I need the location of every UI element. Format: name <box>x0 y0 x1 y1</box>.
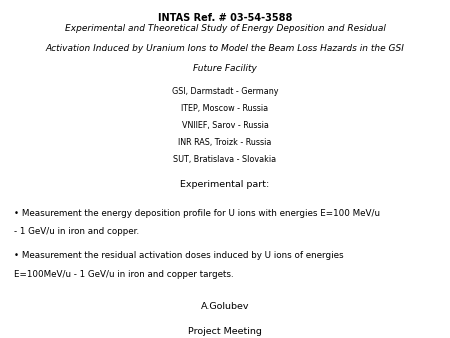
Text: - 1 GeV/u in iron and copper.: - 1 GeV/u in iron and copper. <box>14 227 139 237</box>
Text: Activation Induced by Uranium Ions to Model the Beam Loss Hazards in the GSI: Activation Induced by Uranium Ions to Mo… <box>45 44 405 53</box>
Text: E=100MeV/u - 1 GeV/u in iron and copper targets.: E=100MeV/u - 1 GeV/u in iron and copper … <box>14 270 233 279</box>
Text: INTAS Ref. # 03-54-3588: INTAS Ref. # 03-54-3588 <box>158 13 292 23</box>
Text: SUT, Bratislava - Slovakia: SUT, Bratislava - Slovakia <box>173 155 277 164</box>
Text: • Measurement the residual activation doses induced by U ions of energies: • Measurement the residual activation do… <box>14 251 343 260</box>
Text: Future Facility: Future Facility <box>193 64 257 73</box>
Text: A.Golubev: A.Golubev <box>201 302 249 311</box>
Text: VNIIEF, Sarov - Russia: VNIIEF, Sarov - Russia <box>181 121 269 130</box>
Text: ITEP, Moscow - Russia: ITEP, Moscow - Russia <box>181 104 269 113</box>
Text: Experimental part:: Experimental part: <box>180 180 270 189</box>
Text: Experimental and Theoretical Study of Energy Deposition and Residual: Experimental and Theoretical Study of En… <box>64 24 386 33</box>
Text: GSI, Darmstadt - Germany: GSI, Darmstadt - Germany <box>172 87 278 96</box>
Text: Project Meeting: Project Meeting <box>188 327 262 336</box>
Text: INR RAS, Troizk - Russia: INR RAS, Troizk - Russia <box>178 138 272 147</box>
Text: • Measurement the energy deposition profile for U ions with energies E=100 MeV/u: • Measurement the energy deposition prof… <box>14 209 379 218</box>
